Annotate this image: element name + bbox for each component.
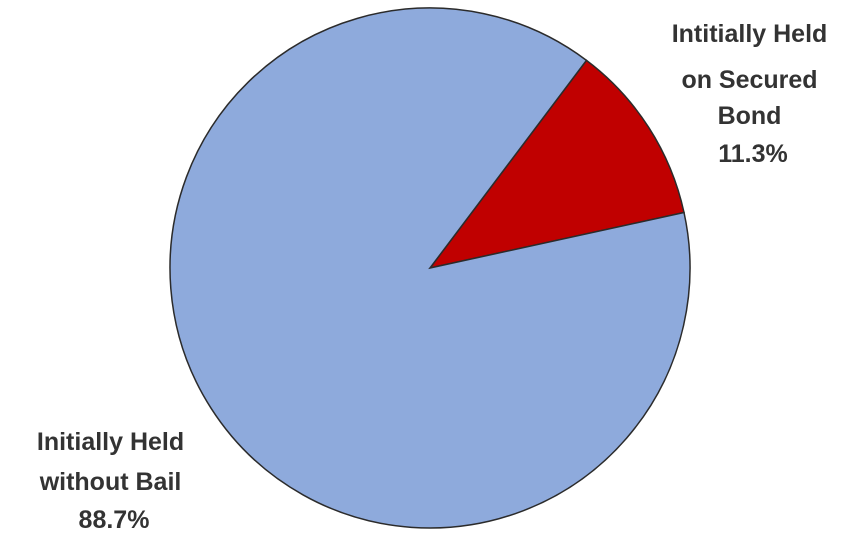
slice-label-without-bail-line-1: Initially Held	[37, 428, 184, 456]
slice-label-without-bail: Initially Held without Bail 88.7%	[37, 428, 191, 534]
pie-slice-secured-bond	[428, 59, 685, 270]
slice-value-secured-bond: 11.3%	[718, 140, 788, 168]
slice-label-secured-bond: Intitially Held on Secured Bond 11.3%	[672, 20, 835, 168]
slice-label-without-bail-line-2: without Bail	[39, 468, 182, 496]
slice-label-secured-bond-line-1: Intitially Held	[672, 20, 828, 48]
slice-label-secured-bond-line-3: Bond	[718, 102, 782, 130]
slice-label-secured-bond-line-2: on Secured	[681, 66, 817, 94]
pie-slice-without-bail	[169, 7, 691, 529]
slice-value-without-bail: 88.7%	[79, 506, 150, 534]
pie-slices	[169, 7, 691, 529]
